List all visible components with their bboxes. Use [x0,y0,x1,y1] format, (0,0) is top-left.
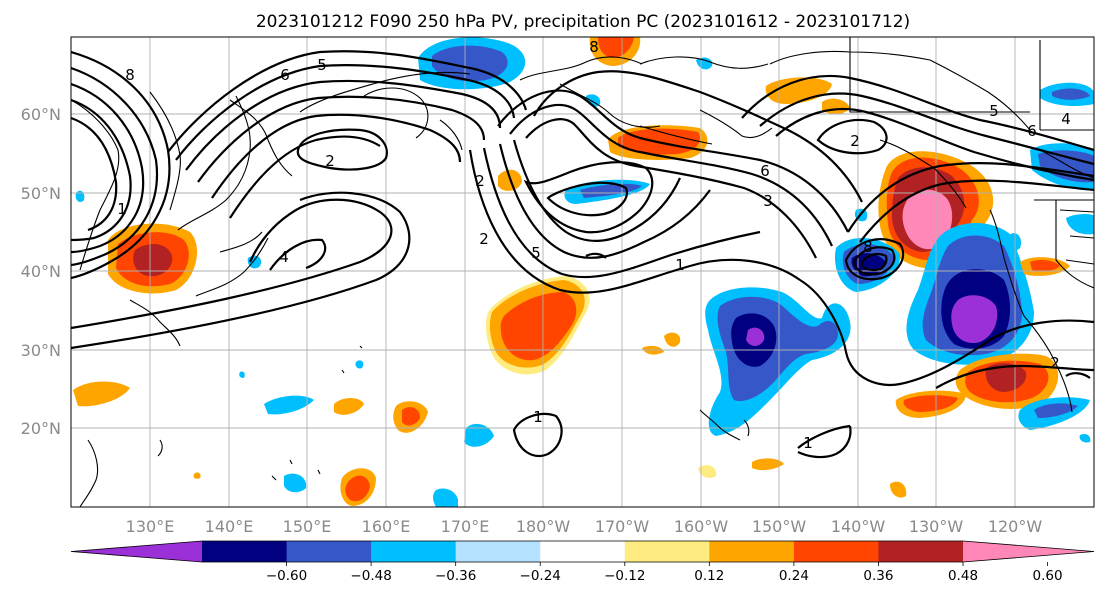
contour-label: 3 [763,192,773,210]
coastlines [71,37,1094,507]
map-title: 2023101212 F090 250 hPa PV, precipitatio… [256,12,910,32]
lon-label: 180°W [516,517,571,536]
colorbar-tick-label: 0.36 [863,568,893,584]
lon-label: 140°W [831,517,886,536]
contour-label: 2 [475,172,485,190]
contour-label: 6 [280,66,290,84]
contour-label: 8 [863,238,873,256]
colorbar-extend-low [71,541,202,562]
lon-label: 160°W [674,517,729,536]
contour-label: 1 [803,434,813,452]
map-panel: 8 6 5 2 1 4 2 5 1 2 6 3 8 2 5 6 4 1 1 2 … [71,37,1094,507]
lat-label-50n: 50°N [21,184,61,203]
lat-label-20n: 20°N [21,419,61,438]
contour-label: 8 [125,66,135,84]
contour-label: 1 [533,408,543,426]
contour-label: 6 [1027,122,1037,140]
colorbar: −0.60 −0.48 −0.36 −0.24 −0.12 0.12 0.24 0.36 0.4… [70,540,1095,584]
lat-label-60n: 60°N [21,105,61,124]
colorbar-swatch [624,541,710,562]
colorbar-tick-label: 0.12 [694,568,724,584]
colorbar-outline [70,540,1095,563]
colorbar-swatch [878,541,964,562]
colorbar-swatch [540,541,626,562]
contour-label: 2 [850,132,860,150]
contour-label: 1 [675,256,685,274]
colorbar-tick-label: −0.36 [435,568,476,584]
colorbar-tick-label: −0.48 [350,568,391,584]
contour-label: 8 [589,38,599,56]
contour-label: 2 [1050,354,1060,372]
lon-label: 170°W [595,517,650,536]
contour-label: 5 [989,102,999,120]
colorbar-tick-label: −0.12 [604,568,645,584]
contour-label: 4 [1061,110,1071,128]
lat-label-30n: 30°N [21,341,61,360]
pv-contours [71,50,1094,459]
colorbar-swatch [793,541,879,562]
lon-label: 130°W [909,517,964,536]
contour-label: 5 [317,56,327,74]
colorbar-swatch [286,541,372,562]
map-frame [70,36,1095,508]
lon-label: 150°E [283,517,332,536]
colorbar-tick-label: 0.48 [948,568,978,584]
lon-label: 160°E [362,517,411,536]
contour-label: 5 [531,244,541,262]
colorbar-extend-high [963,541,1094,562]
contour-label: 1 [117,200,127,218]
colorbar-tick-label: −0.60 [266,568,307,584]
contour-labels: 8 6 5 2 1 4 2 5 1 2 6 3 8 2 5 6 4 1 1 2 … [117,38,1071,452]
colorbar-tick-label: 0.60 [1033,568,1063,584]
lon-label: 120°W [988,517,1043,536]
longitude-labels: 130°E 140°E 150°E 160°E 170°E 180°W 170°… [126,517,1043,536]
colorbar-swatch [455,541,541,562]
lon-label: 140°E [205,517,254,536]
contour-label: 4 [279,248,289,266]
graticule [71,37,1094,507]
contour-label: 2 [479,230,489,248]
latitude-labels: 60°N 50°N 40°N 30°N 20°N [21,105,61,438]
colorbar-tick-label: −0.24 [520,568,561,584]
lon-label: 150°W [752,517,807,536]
lat-label-40n: 40°N [21,262,61,281]
lon-label: 170°E [441,517,490,536]
colorbar-swatch [202,541,288,562]
contour-label: 6 [760,162,770,180]
lon-label: 130°E [126,517,175,536]
colorbar-tick-label: 0.24 [779,568,809,584]
contour-label: 2 [325,152,335,170]
colorbar-swatch [371,541,457,562]
colorbar-swatch [709,541,795,562]
